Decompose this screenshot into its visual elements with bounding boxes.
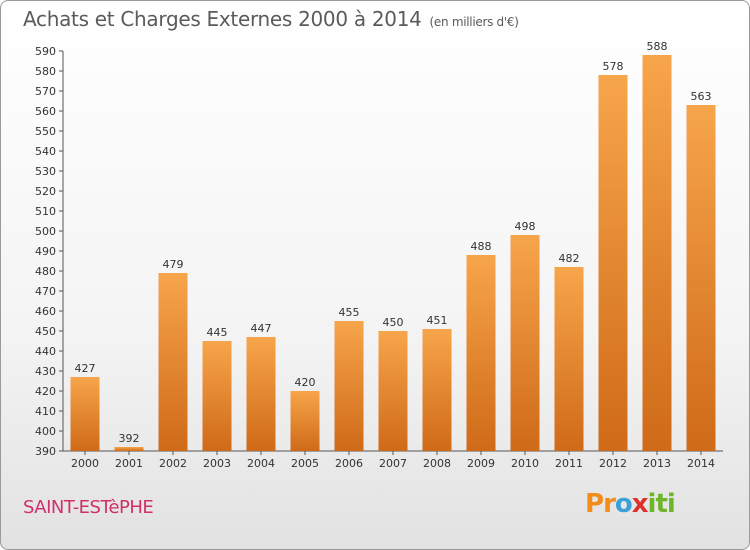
value-label-2013: 588	[647, 40, 668, 53]
y-tick-label: 500	[35, 225, 56, 238]
logo-letter: t	[655, 489, 667, 519]
y-tick-label: 550	[35, 125, 56, 138]
bar-2007	[378, 331, 408, 451]
value-label-2009: 488	[471, 240, 492, 253]
x-tick-label-2009: 2009	[467, 457, 495, 470]
logo-letter: x	[631, 489, 649, 519]
x-tick-label-2006: 2006	[335, 457, 363, 470]
x-tick-label-2003: 2003	[203, 457, 231, 470]
proxiti-logo: Proxiti	[585, 489, 676, 519]
value-label-2007: 450	[383, 316, 404, 329]
y-tick-label: 390	[35, 445, 56, 458]
y-tick-label: 480	[35, 265, 56, 278]
bar-2008	[422, 329, 452, 451]
x-tick-label-2000: 2000	[71, 457, 99, 470]
x-tick-label-2008: 2008	[423, 457, 451, 470]
chart-subtitle: (en milliers d'€)	[429, 15, 519, 29]
y-tick-label: 510	[35, 205, 56, 218]
bar-2005	[290, 391, 320, 451]
bar-2000	[70, 377, 100, 451]
logo-letter: P	[585, 489, 604, 519]
x-tick-label-2010: 2010	[511, 457, 539, 470]
y-tick-label: 570	[35, 85, 56, 98]
bar-2014	[686, 105, 716, 451]
bar-2006	[334, 321, 364, 451]
value-label-2003: 445	[207, 326, 228, 339]
y-tick-label: 520	[35, 185, 56, 198]
x-tick-label-2007: 2007	[379, 457, 407, 470]
x-tick-label-2014: 2014	[687, 457, 715, 470]
value-label-2002: 479	[163, 258, 184, 271]
y-tick-label: 580	[35, 65, 56, 78]
x-tick-label-2013: 2013	[643, 457, 671, 470]
y-tick-label: 560	[35, 105, 56, 118]
value-label-2006: 455	[339, 306, 360, 319]
bar-2012	[598, 75, 628, 451]
value-label-2000: 427	[75, 362, 96, 375]
y-tick-label: 410	[35, 405, 56, 418]
value-label-2004: 447	[251, 322, 272, 335]
x-tick-label-2004: 2004	[247, 457, 275, 470]
bar-2004	[246, 337, 276, 451]
value-label-2005: 420	[295, 376, 316, 389]
x-tick-label-2005: 2005	[291, 457, 319, 470]
value-label-2012: 578	[603, 60, 624, 73]
chart-title: Achats et Charges Externes 2000 à 2014 (e…	[23, 7, 519, 31]
logo-letter: o	[614, 489, 633, 519]
logo-letter: r	[603, 489, 616, 519]
value-label-2010: 498	[515, 220, 536, 233]
bar-2009	[466, 255, 496, 451]
bar-2010	[510, 235, 540, 451]
y-tick-label: 490	[35, 245, 56, 258]
x-tick-label-2002: 2002	[159, 457, 187, 470]
bar-2011	[554, 267, 584, 451]
y-tick-label: 450	[35, 325, 56, 338]
logo-letter: i	[647, 489, 657, 519]
y-tick-label: 540	[35, 145, 56, 158]
y-tick-label: 470	[35, 285, 56, 298]
y-tick-label: 530	[35, 165, 56, 178]
city-name: SAINT-ESTèPHE	[23, 497, 154, 518]
x-tick-label-2001: 2001	[115, 457, 143, 470]
value-label-2001: 392	[119, 432, 140, 445]
y-tick-label: 430	[35, 365, 56, 378]
y-tick-label: 460	[35, 305, 56, 318]
bar-2003	[202, 341, 232, 451]
bar-2013	[642, 55, 672, 451]
y-tick-label: 400	[35, 425, 56, 438]
logo-letter: i	[666, 489, 676, 519]
value-label-2014: 563	[691, 90, 712, 103]
y-tick-label: 440	[35, 345, 56, 358]
bar-2001	[114, 447, 144, 451]
y-tick-label: 420	[35, 385, 56, 398]
value-label-2011: 482	[559, 252, 580, 265]
chart-title-text: Achats et Charges Externes 2000 à 2014	[23, 7, 422, 31]
y-tick-label: 590	[35, 45, 56, 58]
x-tick-label-2012: 2012	[599, 457, 627, 470]
value-label-2008: 451	[427, 314, 448, 327]
x-tick-label-2011: 2011	[555, 457, 583, 470]
bar-2002	[158, 273, 188, 451]
